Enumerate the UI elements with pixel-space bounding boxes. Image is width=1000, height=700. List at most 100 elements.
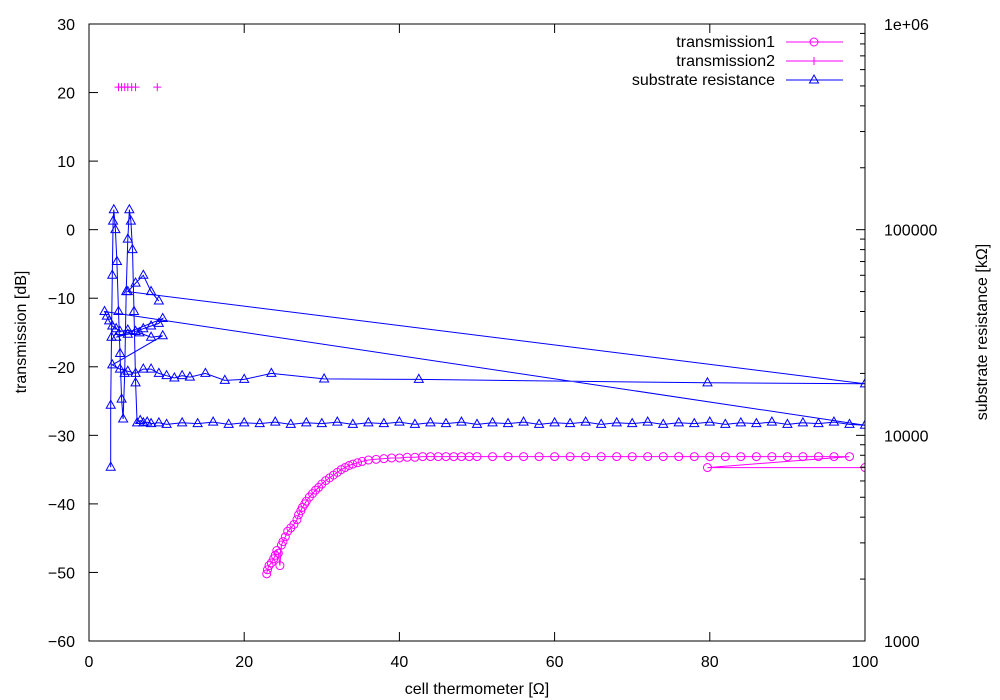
data-point — [580, 416, 591, 426]
x-axis-label: cell thermometer [Ω] — [405, 681, 549, 698]
data-point — [809, 37, 819, 47]
data-point — [153, 83, 162, 92]
legend-label: transmission2 — [676, 53, 775, 70]
data-point — [565, 452, 575, 462]
data-point — [130, 277, 141, 287]
data-point — [131, 416, 143, 427]
data-point — [134, 326, 145, 337]
data-point — [153, 416, 165, 427]
data-point — [111, 255, 123, 266]
data-point — [114, 363, 126, 373]
x-tick-label: 100 — [852, 654, 879, 671]
data-point — [219, 374, 231, 384]
data-point — [254, 417, 266, 428]
data-point — [145, 331, 157, 341]
data-point — [808, 73, 820, 84]
data-point — [316, 417, 328, 428]
data-point — [503, 452, 513, 462]
data-point — [275, 561, 285, 571]
data-point — [223, 418, 235, 428]
y-axis-label: transmission [dB] — [13, 271, 30, 394]
data-point — [161, 418, 172, 428]
data-point — [658, 452, 668, 462]
y2-tick-label: 100000 — [884, 223, 937, 240]
ticks-layer: 0 20 40 60 80 100 −60 −50 −40 −30 −20 −10 0 10 20 30 100… — [48, 17, 938, 671]
data-point — [357, 456, 367, 466]
data-point — [766, 416, 778, 426]
data-point — [300, 499, 310, 509]
data-point — [153, 294, 165, 305]
data-point — [533, 418, 545, 428]
data-point — [273, 548, 283, 558]
x-tick-label: 0 — [85, 654, 94, 671]
legend: transmission1 transmission2 substrate resi… — [632, 34, 843, 89]
data-point — [157, 312, 169, 322]
data-point — [487, 416, 498, 427]
data-point — [153, 317, 165, 327]
data-point — [596, 452, 606, 462]
data-point — [161, 369, 172, 380]
series-transmission2 — [114, 83, 162, 92]
data-point — [829, 452, 839, 462]
data-point — [122, 324, 134, 334]
data-point — [238, 373, 250, 383]
data-point — [311, 485, 321, 495]
data-point — [519, 452, 529, 462]
data-point — [270, 550, 280, 560]
data-point — [797, 416, 809, 427]
data-point — [673, 416, 685, 427]
data-point — [736, 452, 746, 462]
data-point — [278, 537, 288, 547]
data-point — [300, 416, 312, 427]
data-point — [689, 452, 699, 462]
data-point — [122, 328, 134, 338]
x-tick-label: 80 — [701, 654, 719, 671]
data-point — [378, 417, 390, 428]
data-point — [108, 203, 120, 214]
data-point — [844, 418, 855, 428]
data-point — [286, 523, 296, 533]
y-tick-label: 0 — [66, 223, 75, 240]
y-tick-label: 20 — [57, 86, 75, 103]
data-point — [262, 569, 272, 579]
data-point — [440, 417, 452, 428]
data-point — [642, 416, 654, 426]
data-point — [534, 452, 544, 462]
y-tick-label: 30 — [57, 17, 75, 34]
data-point — [627, 452, 637, 462]
data-point — [394, 416, 405, 426]
plot-area — [99, 83, 865, 579]
y-tick-label: −50 — [48, 565, 75, 582]
y-tick-label: −10 — [48, 291, 75, 308]
data-point — [828, 416, 840, 426]
data-point — [502, 417, 514, 428]
data-point — [130, 376, 141, 387]
data-point — [550, 452, 560, 462]
data-point — [114, 347, 126, 357]
data-point — [782, 452, 792, 462]
data-point — [238, 416, 250, 427]
data-point — [264, 561, 274, 571]
y2-tick-label: 1e+06 — [884, 17, 929, 34]
data-point — [810, 57, 818, 65]
data-point — [813, 417, 824, 428]
data-point — [859, 377, 865, 388]
data-point — [106, 269, 118, 279]
data-point — [145, 320, 157, 330]
data-point — [145, 417, 157, 428]
data-point — [674, 452, 684, 462]
data-point — [798, 452, 808, 462]
series-line — [103, 209, 865, 468]
data-point — [266, 367, 277, 377]
data-point — [153, 367, 165, 377]
data-point — [113, 305, 124, 316]
series-line — [266, 456, 865, 574]
data-point — [549, 416, 560, 427]
data-point — [318, 372, 330, 383]
data-point — [105, 461, 117, 471]
data-point — [157, 329, 169, 340]
data-point — [137, 363, 149, 373]
data-point — [110, 223, 121, 234]
data-point — [348, 459, 358, 469]
data-point — [169, 371, 180, 382]
